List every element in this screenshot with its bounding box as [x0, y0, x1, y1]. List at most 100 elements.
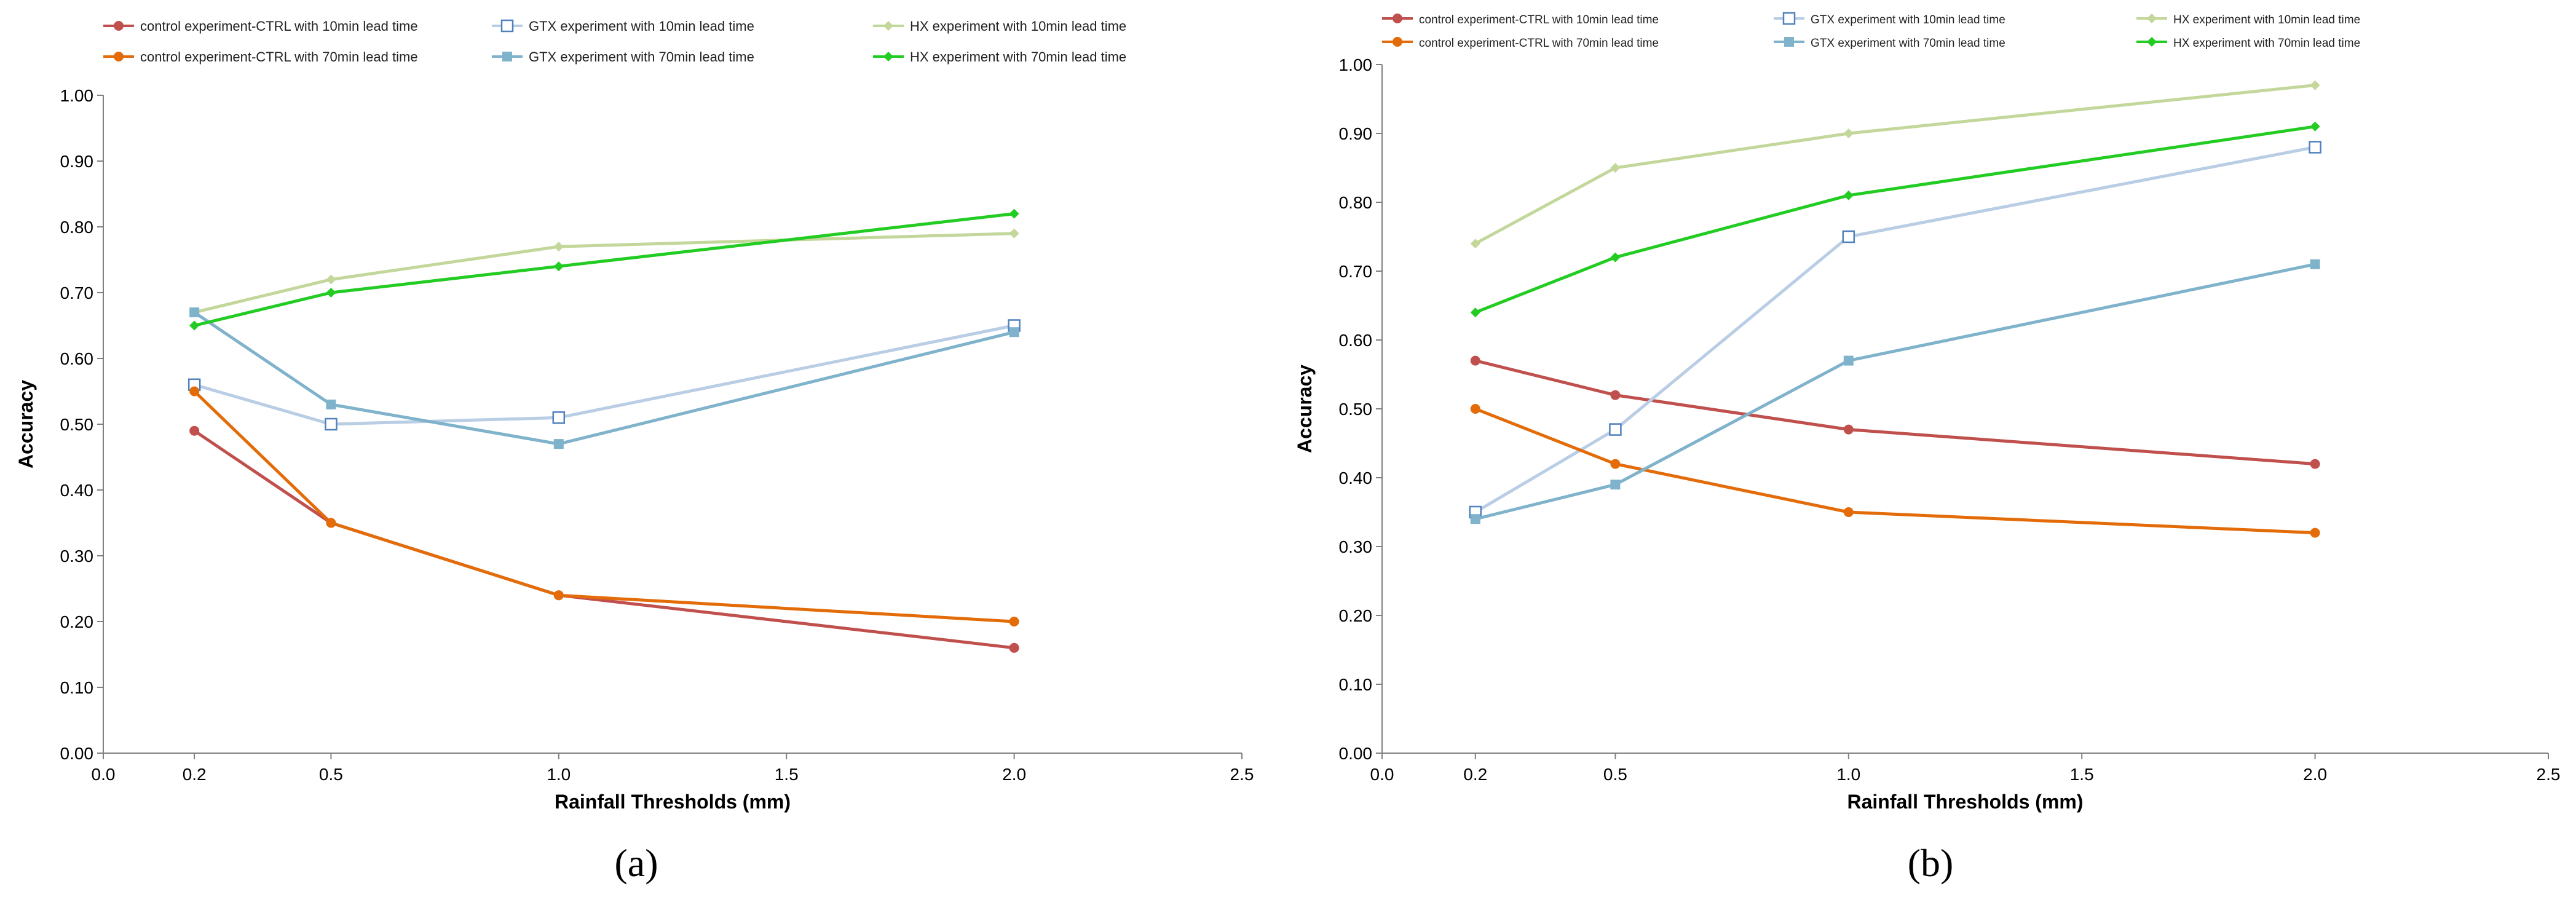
- legend-label: control experiment-CTRL with 70min lead …: [1419, 37, 1659, 50]
- legend-swatch-marker: [1393, 37, 1402, 47]
- data-point: [1610, 390, 1621, 400]
- data-point: [1009, 642, 1019, 653]
- legend-label: HX experiment with 10min lead time: [2173, 14, 2360, 26]
- legend-label: GTX experiment with 10min lead time: [529, 18, 754, 34]
- data-point: [1009, 228, 1019, 239]
- y-tick-label: 0.10: [1339, 675, 1373, 694]
- series-line: [1474, 84, 2315, 245]
- series-line: [1475, 263, 2316, 521]
- data-point: [2310, 459, 2320, 469]
- legend-swatch-marker: [114, 52, 124, 61]
- data-point: [1470, 355, 1480, 366]
- data-point: [2310, 121, 2320, 132]
- legend-label: control experiment-CTRL with 10min lead …: [140, 18, 418, 34]
- x-tick-label: 0.2: [183, 765, 207, 784]
- legend-label: HX experiment with 10min lead time: [910, 18, 1126, 34]
- data-point: [326, 399, 336, 409]
- data-point: [1470, 514, 1480, 524]
- x-tick-label: 2.0: [1002, 765, 1026, 784]
- legend-label: GTX experiment with 70min lead time: [1811, 37, 2005, 50]
- x-tick-label: 1.0: [547, 765, 571, 784]
- data-point: [1843, 128, 1854, 138]
- y-tick-label: 0.50: [60, 415, 94, 434]
- data-point: [1843, 355, 1854, 366]
- data-point: [1610, 480, 1621, 490]
- y-tick-label: 1.00: [60, 86, 94, 105]
- series-line: [194, 324, 1015, 426]
- y-tick-label: 0.70: [1339, 262, 1373, 281]
- series-line: [193, 390, 1014, 623]
- y-tick-label: 0.00: [60, 744, 94, 763]
- data-point: [1610, 163, 1621, 173]
- x-tick-label: 1.0: [1836, 765, 1860, 784]
- data-point: [552, 411, 566, 424]
- legend-swatch-marker: [114, 21, 124, 31]
- legend-swatch-marker: [1782, 12, 1796, 25]
- y-tick-label: 0.40: [60, 481, 94, 500]
- data-point: [189, 307, 200, 318]
- data-point: [189, 386, 200, 397]
- series-line: [194, 212, 1014, 327]
- legend-label: HX experiment with 70min lead time: [910, 49, 1126, 65]
- data-point: [1470, 404, 1480, 414]
- x-axis-title: Rainfall Thresholds (mm): [555, 791, 791, 813]
- y-tick-label: 0.40: [1339, 468, 1373, 488]
- y-tick-label: 0.10: [60, 678, 94, 697]
- data-point: [553, 590, 564, 601]
- data-point: [1470, 307, 1480, 318]
- data-point: [189, 425, 200, 436]
- data-point: [2310, 259, 2320, 269]
- data-point: [189, 320, 200, 331]
- legend-label: control experiment-CTRL with 70min lead …: [140, 49, 418, 65]
- chart-a: 0.00 0.10 0.20 0.30 0.40 0.50 0.60 0.70 0.80 0.90…: [15, 18, 1254, 885]
- data-point: [326, 288, 336, 298]
- data-point: [325, 417, 338, 431]
- data-point: [553, 439, 564, 449]
- chart-b: 0.00 0.10 0.20 0.30 0.40 0.50 0.60 0.70 0.80 0.90…: [1294, 12, 2561, 885]
- data-point: [1470, 239, 1480, 249]
- legend-label: GTX experiment with 10min lead time: [1811, 14, 2005, 26]
- series-line: [1474, 407, 2315, 535]
- data-point: [1610, 459, 1621, 469]
- y-tick-label: 1.00: [1339, 55, 1373, 74]
- legend-swatch-marker: [883, 52, 893, 61]
- data-point: [1009, 327, 1019, 338]
- series-line: [1474, 125, 2315, 314]
- data-point: [2310, 80, 2320, 90]
- series-line: [1474, 145, 2316, 514]
- legend-swatch-marker: [883, 21, 893, 31]
- data-point: [1842, 230, 1855, 243]
- data-point: [1843, 424, 1854, 435]
- x-tick-label: 0.5: [1603, 765, 1627, 784]
- y-tick-label: 0.60: [1339, 331, 1373, 350]
- data-point: [1843, 507, 1854, 517]
- panel-label: (a): [614, 841, 658, 885]
- series-line: [194, 232, 1014, 314]
- legend-swatch-marker: [502, 52, 512, 61]
- legend-swatch-marker: [1784, 37, 1794, 47]
- y-axis-title: Accuracy: [15, 380, 37, 468]
- data-point: [1843, 190, 1854, 200]
- y-tick-label: 0.80: [60, 218, 94, 237]
- legend-swatch-marker: [1393, 14, 1402, 23]
- data-point: [1009, 208, 1019, 219]
- y-tick-label: 0.20: [1339, 606, 1373, 625]
- series-line: [1475, 359, 2315, 466]
- legend-label: GTX experiment with 70min lead time: [529, 49, 754, 65]
- x-tick-label: 0.5: [319, 765, 343, 784]
- x-tick-label: 2.5: [1230, 765, 1254, 784]
- legend-swatch-marker: [2147, 14, 2157, 23]
- legend-label: control experiment-CTRL with 10min lead …: [1419, 14, 1659, 26]
- data-point: [2310, 528, 2320, 538]
- legend-swatch-marker: [500, 19, 514, 33]
- x-tick-label: 2.5: [2537, 765, 2561, 784]
- data-point: [326, 274, 336, 285]
- data-point: [2309, 141, 2321, 154]
- y-tick-label: 0.00: [1339, 744, 1373, 763]
- legend-label: HX experiment with 70min lead time: [2173, 37, 2360, 50]
- data-point: [553, 261, 564, 272]
- legend-swatch-marker: [2147, 37, 2157, 47]
- y-tick-label: 0.30: [1339, 537, 1373, 556]
- series-line: [193, 311, 1015, 446]
